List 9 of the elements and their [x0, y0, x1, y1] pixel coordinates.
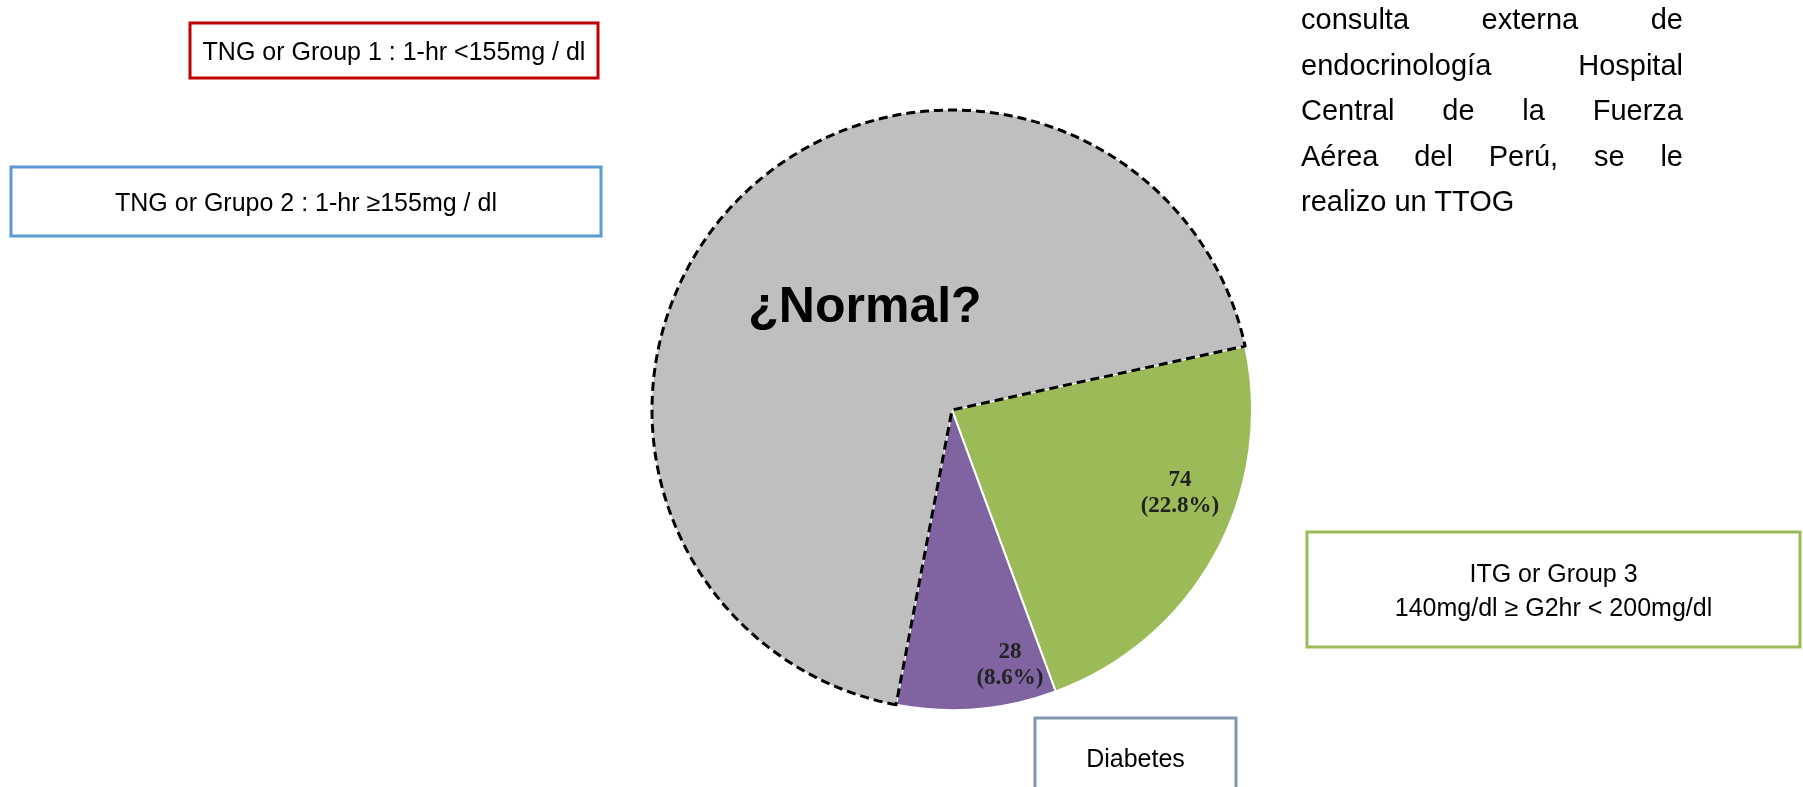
slice-label: Diabetes	[1086, 744, 1185, 772]
slice-label: ¿Normal?	[748, 277, 982, 333]
text: TNG or Grupo 2 : 1-hr ≥155mg / dl	[115, 187, 497, 216]
text: consulta externa de endocrinología Hospital Central de la Fuerza Aérea del Perú, se le realizo un TTOG	[1301, 3, 1684, 217]
text: TNG or Group 1 : 1-hr <155mg / dl	[202, 36, 586, 65]
pie-slice	[650, 108, 1247, 707]
data-label: 74 (22.8%)	[1140, 465, 1220, 517]
slice-label: ITG or Group 3 140mg/dl ≥ G2hr < 200mg/dl	[1394, 558, 1713, 621]
data-label: 28 (8.6%)	[976, 637, 1044, 689]
